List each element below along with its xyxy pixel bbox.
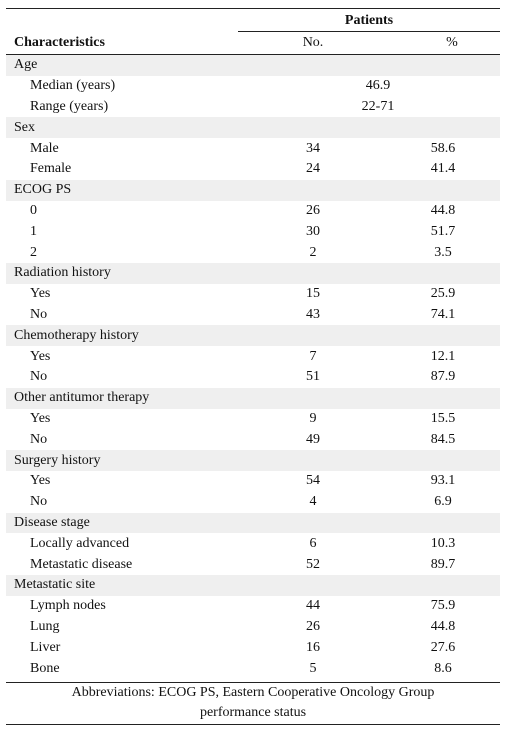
row-label: Liver: [30, 639, 61, 655]
count: 54: [306, 473, 320, 489]
group-label: Age: [14, 57, 38, 73]
group-label: Metastatic site: [14, 577, 96, 593]
percent: 10.3: [430, 535, 456, 551]
percent: 51.7: [430, 223, 456, 239]
group-shade: [6, 55, 500, 76]
row-label: No: [30, 369, 48, 385]
percent: 89.7: [430, 556, 456, 572]
row-label: Lymph nodes: [30, 598, 106, 614]
percent: 58.6: [430, 140, 456, 156]
percent: 8.6: [434, 660, 452, 676]
group-shade: [6, 263, 500, 284]
group-shade: [6, 450, 500, 471]
header-pct: %: [446, 35, 458, 50]
group-label: Other antitumor therapy: [14, 390, 150, 406]
percent: 75.9: [430, 598, 456, 614]
percent: 12.1: [430, 348, 456, 364]
count: 24: [306, 161, 320, 177]
percent: 44.8: [430, 619, 456, 634]
count: 51: [306, 369, 320, 385]
group-label: ECOG PS: [14, 182, 72, 198]
count: 52: [306, 556, 320, 572]
row-label: Metastatic disease: [30, 556, 133, 572]
group-label: Surgery history: [14, 452, 101, 468]
group-shade: [6, 575, 500, 596]
merged-value: 46.9: [365, 78, 391, 94]
count: 44: [306, 598, 320, 614]
percent: 74.1: [430, 307, 456, 322]
row-label: Bone: [30, 660, 60, 676]
percent: 93.1: [430, 473, 456, 489]
row-label: Yes: [30, 473, 51, 489]
bottom-rule: [6, 682, 500, 683]
header-label: Characteristics: [14, 35, 105, 50]
row-label: 0: [30, 203, 37, 218]
group-label: Sex: [14, 119, 35, 135]
count: 30: [306, 223, 320, 239]
count: 16: [306, 639, 320, 655]
percent: 87.9: [430, 369, 456, 385]
percent: 15.5: [430, 411, 456, 426]
row-label: Locally advanced: [30, 535, 130, 551]
group-shade: [6, 325, 500, 347]
percent: 25.9: [430, 286, 456, 302]
group-shade: [6, 512, 500, 534]
row-label: Yes: [30, 411, 51, 426]
count: 7: [309, 348, 317, 364]
group-rule: [238, 31, 500, 32]
percent: 27.6: [430, 639, 456, 655]
header-rule: [6, 54, 500, 55]
row-label: Range (years): [30, 99, 109, 114]
footnote: Abbreviations: ECOG PS, Eastern Cooperat…: [71, 685, 435, 700]
row-label: Yes: [30, 286, 51, 302]
group-shade: [6, 179, 500, 201]
footnote-rule: [6, 724, 500, 725]
count: 2: [309, 244, 317, 260]
row-label: Male: [30, 140, 59, 156]
count: 26: [306, 203, 320, 218]
row-label: No: [30, 307, 48, 322]
count: 5: [309, 660, 317, 676]
row-label: No: [30, 494, 48, 510]
row-label: Yes: [30, 348, 51, 364]
count: 26: [306, 619, 320, 634]
row-label: 1: [30, 223, 37, 239]
percent: 41.4: [430, 161, 456, 177]
percent: 44.8: [430, 203, 456, 218]
count: 43: [306, 307, 320, 322]
percent: 6.9: [434, 494, 452, 510]
row-label: Female: [30, 161, 72, 177]
group-shade: [6, 387, 500, 409]
count: 49: [306, 431, 320, 447]
group-label: Disease stage: [14, 515, 90, 530]
footnote: performance status: [199, 705, 307, 720]
group-shade: [6, 117, 500, 139]
row-label: Lung: [30, 619, 60, 634]
group-label: Radiation history: [14, 265, 111, 281]
count: 4: [309, 494, 317, 510]
row-label: 2: [30, 244, 37, 260]
merged-value: 22-71: [361, 99, 395, 114]
header-group: Patients: [344, 13, 394, 28]
count: 15: [306, 286, 320, 302]
group-label: Chemotherapy history: [14, 327, 139, 343]
percent: 84.5: [430, 431, 456, 447]
percent: 3.5: [434, 244, 452, 260]
count: 34: [306, 140, 320, 156]
header-no: No.: [302, 35, 324, 50]
top-rule: [6, 8, 500, 9]
row-label: Median (years): [30, 78, 116, 94]
row-label: No: [30, 431, 48, 447]
count: 6: [309, 535, 317, 551]
count: 9: [309, 411, 317, 426]
